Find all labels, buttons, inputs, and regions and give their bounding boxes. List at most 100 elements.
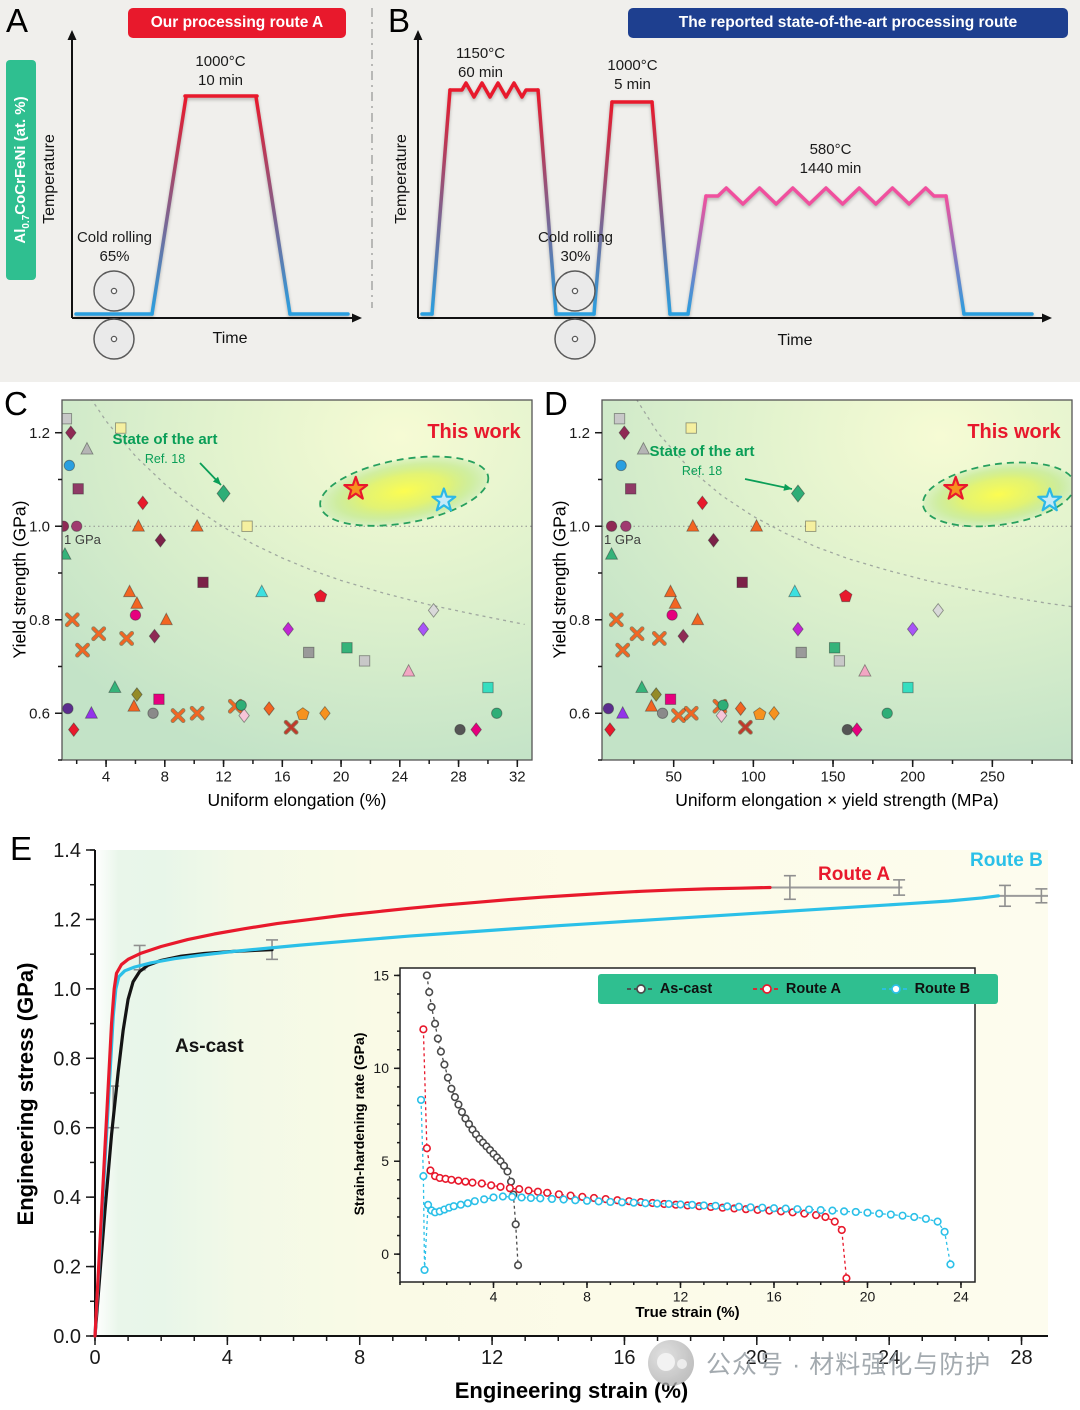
svg-text:1.0: 1.0 [53,979,81,1001]
panel-e-ylabel: Engineering stress (GPa) [13,962,38,1226]
svg-text:0.6: 0.6 [53,1118,81,1140]
state-of-the-art-label: State of the art [649,443,755,460]
route-a-chart [67,30,362,360]
svg-text:0.0: 0.0 [53,1326,81,1348]
anneal-label-a: 1000°C 10 min [168,52,273,90]
svg-text:100: 100 [741,768,766,785]
wechat-logo-icon [648,1340,694,1386]
inset-series-As-cast [422,971,523,1270]
this-work-label: This work [427,421,521,443]
alloy-label: Al0.7CoCrFeNi (at. %) [6,60,36,280]
svg-text:1.2: 1.2 [569,425,590,442]
panel-d-xlabel: Uniform elongation × yield strength (MPa… [675,790,999,810]
inset-ylabel: Strain-hardening rate (GPa) [351,1032,367,1216]
route-b-curve [420,81,1034,316]
svg-text:5: 5 [381,1153,389,1169]
error-bar [1035,888,1048,904]
panel-label-c: C [4,385,28,422]
svg-text:1.2: 1.2 [53,909,81,931]
this-work-highlight-ellipse [921,461,1072,528]
scatter-points [602,413,944,738]
anneal-time: 10 min [197,72,244,89]
svg-text:0.8: 0.8 [569,612,590,629]
panel-c-xlabel: Uniform elongation (%) [207,790,387,810]
svg-text:28: 28 [1010,1347,1032,1369]
svg-text:12: 12 [673,1288,689,1304]
this-work-star-route-b [1037,487,1063,512]
svg-text:20: 20 [333,768,350,785]
scatter-points [62,413,503,738]
product-strength-chart: 50 100 150 200 250 0.6 0.8 1.0 1.2 [569,399,1073,785]
svg-text:1.0: 1.0 [569,518,590,535]
svg-text:24: 24 [878,1347,900,1369]
panel-a-title: Our processing route A [128,8,346,38]
error-bar [893,879,906,896]
elongation-strength-chart: 4 8 12 16 20 24 28 32 0.6 0.8 1.0 1.2 [29,399,533,785]
panel-b-x-axis-label: Time [777,332,813,349]
panel-a: A Our processing route A Al0.7CoCrFeNi (… [0,0,390,382]
curve-Route B [93,894,1000,1338]
svg-text:24: 24 [953,1288,969,1304]
svg-text:16: 16 [766,1288,782,1304]
legend-item-Route A: Route A [752,981,841,997]
svg-text:1.4: 1.4 [53,840,81,862]
panel-a-x-axis-label: Time [212,330,248,347]
cold-rolling-text: Cold rolling [537,229,614,246]
panel-e: 0 4 8 12 16 20 24 28 0.0 0.2 0.4 0.6 0.8 1.0 1.2 1.4 E … [0,828,1080,1410]
inset-legend: As-cast Route A Route B [598,974,998,1004]
svg-text:20: 20 [860,1288,876,1304]
state-of-the-art-label: State of the art [112,431,218,448]
svg-text:0: 0 [89,1347,100,1369]
svg-text:4: 4 [222,1347,233,1369]
cold-rolling-text: Cold rolling [76,229,153,246]
panel-e-xlabel: Engineering strain (%) [454,1378,689,1403]
error-bar [998,884,1011,908]
anneal-temp: 1150°C [455,45,506,62]
anneal-temp: 1000°C [607,57,658,74]
svg-text:50: 50 [665,768,682,785]
svg-text:0.4: 0.4 [53,1187,81,1209]
panel-d-ylabel: Yield strength (GPa) [549,500,570,659]
svg-text:250: 250 [980,768,1005,785]
anneal-label-b3: 580°C 1440 min [778,140,883,178]
route-b-chart [413,30,1052,360]
axis-ticks [595,431,1073,767]
legend-item-As-cast: As-cast [626,981,712,997]
svg-text:28: 28 [450,768,467,785]
alloy-suffix: CoCrFeNi (at. %) [12,96,29,215]
panel-d: 50 100 150 200 250 0.6 0.8 1.0 1.2 D Uniform elo… [540,385,1080,828]
svg-text:0.8: 0.8 [29,612,50,629]
panel-label-e: E [10,830,33,867]
state-of-the-art-ref: Ref. 18 [144,452,186,466]
svg-text:1.2: 1.2 [29,425,50,442]
watermark-text: 公众号 · 材料强化与防护 [706,1351,992,1379]
alloy-subscript: 0.7 [21,214,32,229]
panel-b-title: The reported state-of-the-art processing… [628,8,1068,38]
schematic-axes [413,30,1052,323]
panel-label-a: A [6,2,29,39]
anneal-temp: 1000°C [195,53,246,70]
curve-label-route-a: Route A [818,864,891,885]
svg-text:12: 12 [215,768,232,785]
curve-label-as-cast: As-cast [175,1036,244,1057]
anneal-label-b1: 1150°C 60 min [428,44,533,82]
cold-rolling-percent: 65% [99,248,130,265]
this-work-star-route-a [943,475,969,500]
svg-text:150: 150 [821,768,846,785]
this-work-highlight-ellipse [319,455,490,527]
svg-text:0.2: 0.2 [53,1257,81,1279]
alloy-prefix: Al [12,228,29,244]
inset-xlabel: True strain (%) [635,1304,740,1321]
route-a-curve [74,94,350,316]
panel-a-y-axis-label: Temperature [41,134,58,224]
anneal-time: 1440 min [799,160,862,177]
error-bar [783,874,796,901]
svg-text:16: 16 [613,1347,635,1369]
this-work-star-route-b [431,487,457,512]
watermark: 公众号 · 材料强化与防护 [648,1340,991,1386]
svg-text:24: 24 [391,768,408,785]
svg-text:20: 20 [746,1347,768,1369]
hardening-rate-inset-chart: 4 8 12 16 20 24 0 5 10 15 [373,967,976,1304]
axis-ticks [394,974,962,1288]
panel-c-ylabel: Yield strength (GPa) [9,500,30,659]
